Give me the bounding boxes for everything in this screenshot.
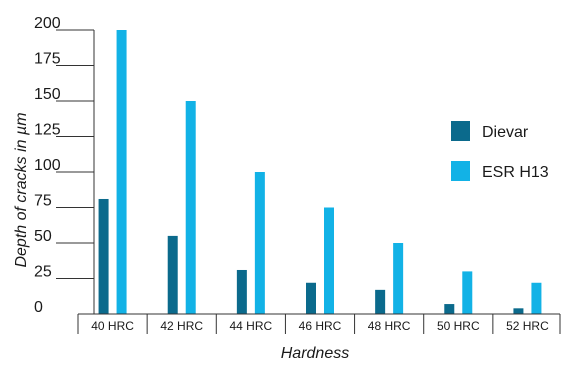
- x-tick-label: 50 HRC: [437, 319, 480, 333]
- y-tick-label: 150: [34, 86, 61, 103]
- bar-dievar: [375, 289, 386, 314]
- x-tick-label: 48 HRC: [368, 319, 411, 333]
- y-tick-label: 100: [34, 157, 61, 174]
- bars: [98, 30, 542, 314]
- bar-esr-h13: [462, 271, 473, 314]
- x-axis-title: Hardness: [281, 345, 349, 362]
- legend: Dievar ESR H13: [451, 121, 549, 181]
- x-tick-label: 42 HRC: [160, 319, 203, 333]
- y-tick-label: 200: [34, 15, 61, 32]
- bar-esr-h13: [254, 172, 265, 314]
- bar-dievar: [98, 198, 109, 314]
- y-tick-label: 25: [34, 264, 52, 281]
- y-tick-label: 50: [34, 228, 52, 245]
- y-axis-ticks: 0 25 50 75 100 125 150 175 200: [34, 15, 95, 316]
- bar-dievar: [167, 235, 178, 314]
- bar-esr-h13: [393, 243, 404, 314]
- legend-label: Dievar: [482, 124, 529, 141]
- bar-esr-h13: [531, 282, 542, 314]
- bar-dievar: [306, 282, 316, 314]
- y-tick-label: 175: [34, 51, 61, 68]
- x-tick-label: 44 HRC: [230, 319, 273, 333]
- y-axis-title: Depth of cracks in µm: [13, 112, 30, 267]
- x-tick-label: 52 HRC: [506, 319, 549, 333]
- bar-esr-h13: [185, 101, 196, 314]
- legend-swatch: [451, 121, 470, 141]
- y-tick-label: 75: [34, 193, 52, 210]
- legend-swatch: [451, 161, 470, 181]
- bar-dievar: [513, 308, 524, 314]
- y-tick-label: 0: [34, 299, 43, 316]
- bar-dievar: [444, 304, 455, 314]
- x-axis: 40 HRC 42 HRC 44 HRC 46 HRC 48 HRC 50 HRC 52 H…: [77, 313, 561, 334]
- y-tick-label: 125: [34, 122, 61, 139]
- bar-esr-h13: [116, 30, 127, 314]
- x-tick-label: 40 HRC: [91, 319, 134, 333]
- legend-label: ESR H13: [482, 164, 549, 181]
- bar-esr-h13: [324, 207, 334, 314]
- bar-dievar: [236, 269, 247, 314]
- x-tick-label: 46 HRC: [299, 319, 342, 333]
